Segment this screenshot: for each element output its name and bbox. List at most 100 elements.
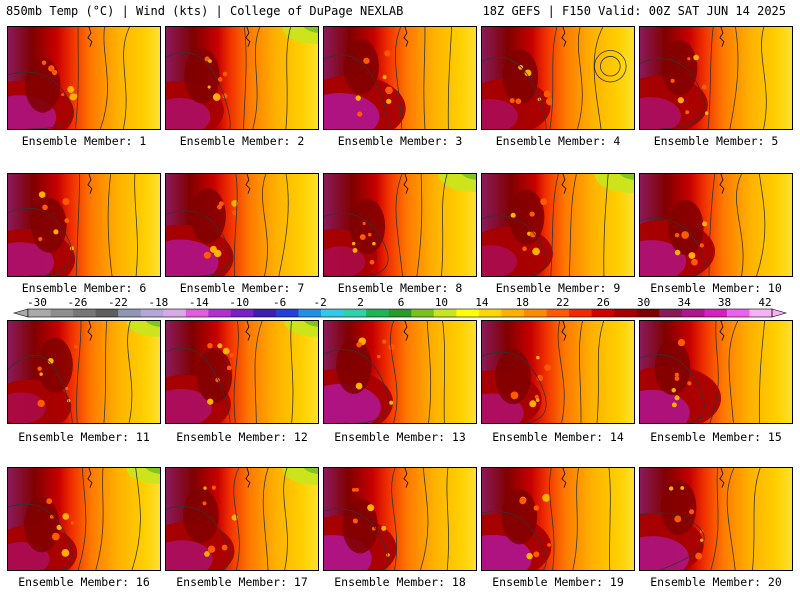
colorbar-segment xyxy=(321,309,344,317)
ensemble-member-map xyxy=(165,320,319,424)
ensemble-member-caption: Ensemble Member: 6 xyxy=(21,281,147,295)
temperature-field xyxy=(324,321,476,423)
ensemble-member-caption: Ensemble Member: 18 xyxy=(334,575,466,589)
colorbar-tick-label: 26 xyxy=(597,296,610,309)
colorbar-segment xyxy=(276,309,299,317)
ensemble-member-caption: Ensemble Member: 3 xyxy=(337,134,463,148)
colorbar-tick-label: 2 xyxy=(357,296,364,309)
ensemble-member-map xyxy=(7,467,161,571)
colorbar-segment xyxy=(73,309,96,317)
ensemble-member-map xyxy=(639,467,793,571)
temperature-field xyxy=(640,27,792,129)
ensemble-member-caption: Ensemble Member: 17 xyxy=(176,575,308,589)
ensemble-member-caption: Ensemble Member: 20 xyxy=(650,575,782,589)
ensemble-member-caption: Ensemble Member: 14 xyxy=(492,430,624,444)
temperature-field xyxy=(166,321,318,423)
colorbar-segment xyxy=(704,309,728,317)
temperature-field xyxy=(640,321,792,423)
colorbar-tick-label: -2 xyxy=(313,296,326,309)
ensemble-member-caption: Ensemble Member: 10 xyxy=(650,281,782,295)
colorbar-segment xyxy=(478,309,502,317)
colorbar-segment xyxy=(95,309,119,317)
colorbar-tick-label: -6 xyxy=(273,296,286,309)
ensemble-member-caption: Ensemble Member: 7 xyxy=(179,281,305,295)
temperature-colorbar: -30 -26 -22 -18 -14 -10 -6 -2 2 6 10 14 18 22 26 30 34 38… xyxy=(0,296,800,322)
ensemble-member-map xyxy=(481,467,635,571)
temperature-field xyxy=(640,174,792,276)
colorbar-graphic: -30 -26 -22 -18 -14 -10 -6 -2 2 6 10 14 18 22 26 30 34 38… xyxy=(12,296,788,318)
colorbar-segment xyxy=(433,309,457,317)
colorbar-segment xyxy=(50,309,74,317)
colorbar-segment xyxy=(546,309,570,317)
colorbar-tick-label: -18 xyxy=(148,296,168,309)
temperature-field xyxy=(8,174,160,276)
ensemble-member-map xyxy=(481,320,635,424)
colorbar-segment xyxy=(185,309,209,317)
ensemble-member-caption: Ensemble Member: 15 xyxy=(650,430,782,444)
colorbar-segment xyxy=(140,309,164,317)
colorbar-segment xyxy=(456,309,480,317)
ensemble-member-caption: Ensemble Member: 9 xyxy=(495,281,621,295)
colorbar-tick-label: 42 xyxy=(758,296,771,309)
colorbar-segment xyxy=(749,309,773,317)
colorbar-tick-label: -14 xyxy=(189,296,209,309)
colorbar-segment xyxy=(163,309,187,317)
ensemble-member-map xyxy=(323,467,477,571)
ensemble-member-map xyxy=(639,173,793,277)
colorbar-segment xyxy=(28,309,51,317)
temperature-field xyxy=(166,468,318,570)
ensemble-member-caption: Ensemble Member: 13 xyxy=(334,430,466,444)
model-run-info: 18Z GEFS | F150 Valid: 00Z SAT JUN 14 20… xyxy=(482,4,786,18)
ensemble-member-map xyxy=(165,173,319,277)
ensemble-member-map xyxy=(165,26,319,130)
colorbar-tick-label: 30 xyxy=(637,296,650,309)
colorbar-segment xyxy=(298,309,322,317)
temperature-field xyxy=(482,321,634,423)
colorbar-segment xyxy=(614,309,638,317)
colorbar-tick-label: -30 xyxy=(27,296,47,309)
temperature-field xyxy=(482,468,634,570)
ensemble-member-caption: Ensemble Member: 16 xyxy=(18,575,150,589)
ensemble-member-caption: Ensemble Member: 4 xyxy=(495,134,621,148)
temperature-field xyxy=(8,468,160,570)
ensemble-member-map xyxy=(165,467,319,571)
colorbar-segment xyxy=(411,309,435,317)
colorbar-segment xyxy=(366,309,390,317)
ensemble-member-map xyxy=(323,26,477,130)
ensemble-member-map xyxy=(481,173,635,277)
ensemble-member-caption: Ensemble Member: 19 xyxy=(492,575,624,589)
ensemble-member-map xyxy=(481,26,635,130)
colorbar-segment xyxy=(726,309,750,317)
temperature-field xyxy=(166,27,318,129)
colorbar-segment xyxy=(636,309,660,317)
temperature-field xyxy=(8,321,160,423)
colorbar-tick-label: -22 xyxy=(108,296,128,309)
ensemble-member-caption: Ensemble Member: 11 xyxy=(18,430,150,444)
ensemble-member-caption: Ensemble Member: 5 xyxy=(653,134,779,148)
temperature-field xyxy=(324,174,476,276)
temperature-field xyxy=(324,27,476,129)
colorbar-segment xyxy=(343,309,367,317)
colorbar-segment xyxy=(524,309,547,317)
colorbar-tick-label: 10 xyxy=(435,296,448,309)
colorbar-segment xyxy=(659,309,683,317)
temperature-field xyxy=(640,468,792,570)
ensemble-member-caption: Ensemble Member: 8 xyxy=(337,281,463,295)
temperature-field xyxy=(324,468,476,570)
colorbar-segment xyxy=(681,309,705,317)
ensemble-member-map xyxy=(323,320,477,424)
ensemble-member-map xyxy=(323,173,477,277)
colorbar-tick-label: 6 xyxy=(398,296,405,309)
colorbar-tick-label: -10 xyxy=(229,296,249,309)
colorbar-tick-label: 14 xyxy=(475,296,489,309)
ensemble-member-map xyxy=(7,26,161,130)
temperature-field xyxy=(8,27,160,129)
colorbar-tick-label: 38 xyxy=(718,296,731,309)
colorbar-segment xyxy=(501,309,525,317)
colorbar-segment xyxy=(591,309,615,317)
temperature-field xyxy=(166,174,318,276)
colorbar-segment xyxy=(208,309,232,317)
ensemble-member-map xyxy=(639,26,793,130)
colorbar-segment xyxy=(388,309,412,317)
ensemble-member-caption: Ensemble Member: 2 xyxy=(179,134,305,148)
